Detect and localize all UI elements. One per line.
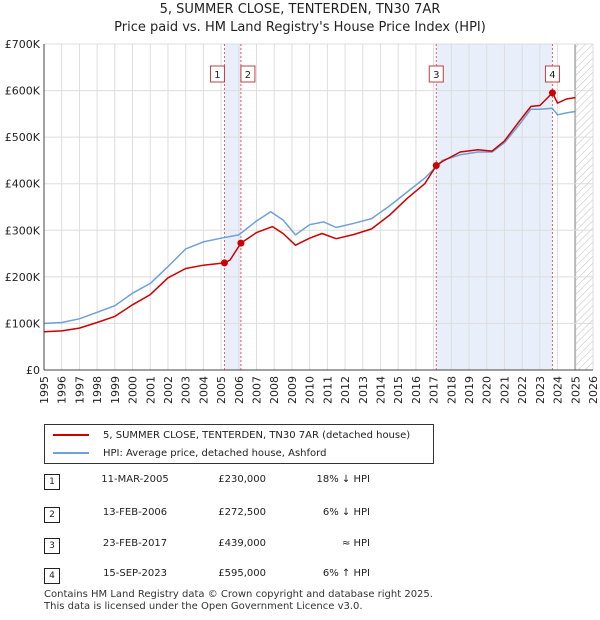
transaction-price: £272,500	[218, 507, 266, 518]
transaction-row: 2 13-FEB-2006 £272,500 6% ↓ HPI	[0, 507, 600, 527]
transaction-date: 13-FEB-2006	[102, 507, 168, 518]
transaction-date: 11-MAR-2005	[101, 474, 169, 485]
x-tick-label: 1995	[38, 376, 51, 404]
transaction-date: 15-SEP-2023	[103, 568, 167, 579]
chart-subtitle: Price paid vs. HM Land Registry's House …	[114, 20, 486, 35]
x-tick-label: 1997	[73, 376, 86, 404]
legend-item-property: 5, SUMMER CLOSE, TENTERDEN, TN30 7AR (de…	[45, 426, 410, 444]
sale-number-label: 3	[433, 70, 439, 81]
transaction-price: £439,000	[218, 538, 266, 549]
x-tick-label: 2018	[445, 376, 458, 404]
shaded-span	[436, 44, 553, 370]
y-tick-label: £100K	[5, 317, 41, 330]
x-tick-label: 1999	[109, 376, 122, 404]
chart-title: 5, SUMMER CLOSE, TENTERDEN, TN30 7AR	[159, 2, 441, 17]
x-tick-label: 2002	[162, 376, 175, 404]
sale-number-label: 4	[549, 70, 555, 81]
x-tick-label: 2009	[286, 376, 299, 404]
price-chart: 1 2 3 4 £0 £100K £200K £300K £400K £500K £600K £700…	[5, 38, 600, 404]
shaded-span	[224, 44, 241, 370]
y-tick-label: £300K	[5, 224, 41, 237]
sale-number-box	[240, 65, 256, 83]
x-tick-label: 2025	[569, 376, 582, 404]
transaction-row: 1 11-MAR-2005 £230,000 18% ↓ HPI	[0, 474, 600, 494]
x-tick-label: 2001	[144, 376, 157, 404]
x-tick-label: 2005	[215, 376, 228, 404]
y-tick-label: £600K	[5, 85, 41, 98]
x-tick-label: 1996	[56, 376, 69, 404]
legend: 5, SUMMER CLOSE, TENTERDEN, TN30 7AR (de…	[44, 424, 434, 464]
transaction-number-badge: 1	[44, 474, 60, 490]
transaction-number-badge: 3	[44, 538, 60, 554]
x-tick-label: 2011	[321, 376, 334, 404]
x-tick-label: 2006	[233, 376, 246, 404]
legend-swatch-property	[53, 434, 89, 436]
x-tick-label: 2026	[587, 376, 600, 404]
transaction-price: £595,000	[218, 568, 266, 579]
transaction-hpi-comparison: 6% ↓ HPI	[322, 507, 370, 518]
transaction-row: 4 15-SEP-2023 £595,000 6% ↑ HPI	[0, 568, 600, 588]
legend-label-hpi: HPI: Average price, detached house, Ashf…	[103, 447, 327, 459]
x-tick-label: 2022	[516, 376, 529, 404]
transaction-hpi-comparison: ≈ HPI	[341, 538, 370, 549]
x-tick-label: 2003	[180, 376, 193, 404]
x-tick-label: 2004	[197, 376, 210, 404]
transaction-number-badge: 4	[44, 568, 60, 584]
transaction-hpi-comparison: 6% ↑ HPI	[322, 568, 370, 579]
sale-number-box	[428, 65, 444, 83]
transaction-hpi-comparison: 18% ↓ HPI	[316, 474, 370, 485]
x-tick-label: 2019	[463, 376, 476, 404]
x-tick-label: 2014	[374, 376, 387, 404]
sale-point	[220, 259, 228, 267]
x-tick-label: 2000	[127, 376, 140, 404]
forecast-hatch-region	[575, 44, 593, 370]
y-tick-label: £700K	[5, 38, 41, 51]
legend-label-property: 5, SUMMER CLOSE, TENTERDEN, TN30 7AR (de…	[103, 429, 411, 441]
y-tick-label: £500K	[5, 131, 41, 144]
transaction-price: £230,000	[218, 474, 266, 485]
x-tick-label: 2020	[481, 376, 494, 404]
x-tick-label: 1998	[91, 376, 104, 404]
legend-swatch-hpi	[53, 452, 89, 454]
x-tick-label: 2010	[304, 376, 317, 404]
x-tick-label: 2007	[251, 376, 264, 404]
x-tick-label: 2012	[339, 376, 352, 404]
sale-point	[237, 239, 245, 247]
x-tick-label: 2017	[428, 376, 441, 404]
y-tick-label: £200K	[5, 271, 41, 284]
x-tick-label: 2016	[410, 376, 423, 404]
sale-number-label: 1	[214, 70, 220, 81]
x-tick-label: 2013	[357, 376, 370, 404]
y-tick-label: £0	[26, 364, 40, 377]
transaction-row: 3 23-FEB-2017 £439,000 ≈ HPI	[0, 538, 600, 558]
sale-point	[548, 89, 556, 97]
x-tick-label: 2008	[268, 376, 281, 404]
y-tick-label: £400K	[5, 178, 41, 191]
x-tick-label: 2024	[552, 376, 565, 404]
series-line-property	[43, 92, 576, 333]
footer-copyright: Contains HM Land Registry data © Crown c…	[44, 589, 433, 600]
transaction-number-badge: 2	[44, 507, 60, 523]
transaction-date: 23-FEB-2017	[102, 538, 168, 549]
legend-item-hpi: HPI: Average price, detached house, Ashf…	[45, 444, 326, 462]
x-tick-label: 2015	[392, 376, 405, 404]
footer-license: This data is licensed under the Open Gov…	[44, 601, 363, 612]
sale-point	[432, 162, 440, 170]
series-line-hpi	[43, 107, 576, 325]
sale-number-box	[544, 65, 560, 83]
x-tick-label: 2023	[534, 376, 547, 404]
sale-number-label: 2	[245, 70, 251, 81]
sale-number-box	[209, 65, 225, 83]
x-tick-label: 2021	[498, 376, 511, 404]
